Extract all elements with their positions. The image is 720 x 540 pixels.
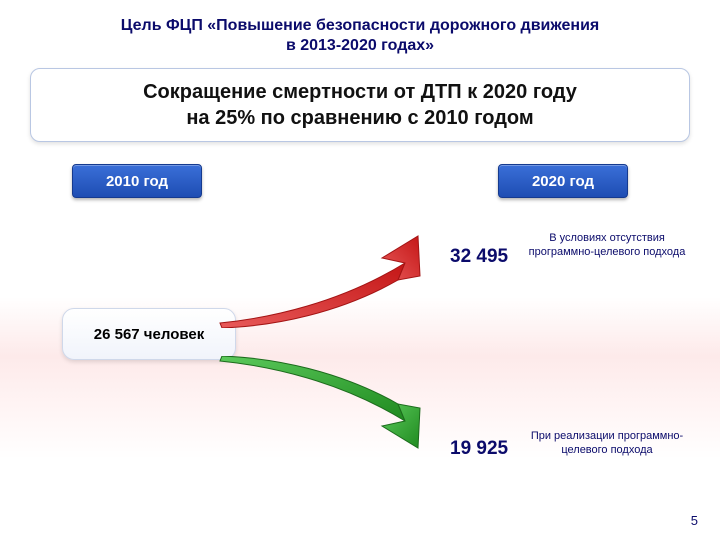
- arrow-down-green-icon: [210, 356, 460, 466]
- value-no-program: 32 495: [450, 246, 508, 268]
- year-2010-badge: 2010 год: [72, 164, 202, 198]
- goal-line2: на 25% по сравнению с 2010 годом: [186, 107, 533, 129]
- slide-number: 5: [691, 513, 698, 528]
- year-2020-badge: 2020 год: [498, 164, 628, 198]
- note-with-program: При реализации программно-целевого подхо…: [522, 430, 692, 458]
- goal-box: Сокращение смертности от ДТП к 2020 году…: [30, 68, 690, 142]
- arrow-up-red-icon: [210, 218, 460, 328]
- value-with-program: 19 925: [450, 438, 508, 460]
- title-line2: в 2013-2020 годах»: [286, 37, 434, 54]
- note-no-program: В условиях отсутствия программно-целевог…: [522, 232, 692, 260]
- title-line1: Цель ФЦП «Повышение безопасности дорожно…: [121, 17, 600, 34]
- slide-title: Цель ФЦП «Повышение безопасности дорожно…: [0, 0, 720, 64]
- goal-line1: Сокращение смертности от ДТП к 2020 году: [143, 81, 577, 103]
